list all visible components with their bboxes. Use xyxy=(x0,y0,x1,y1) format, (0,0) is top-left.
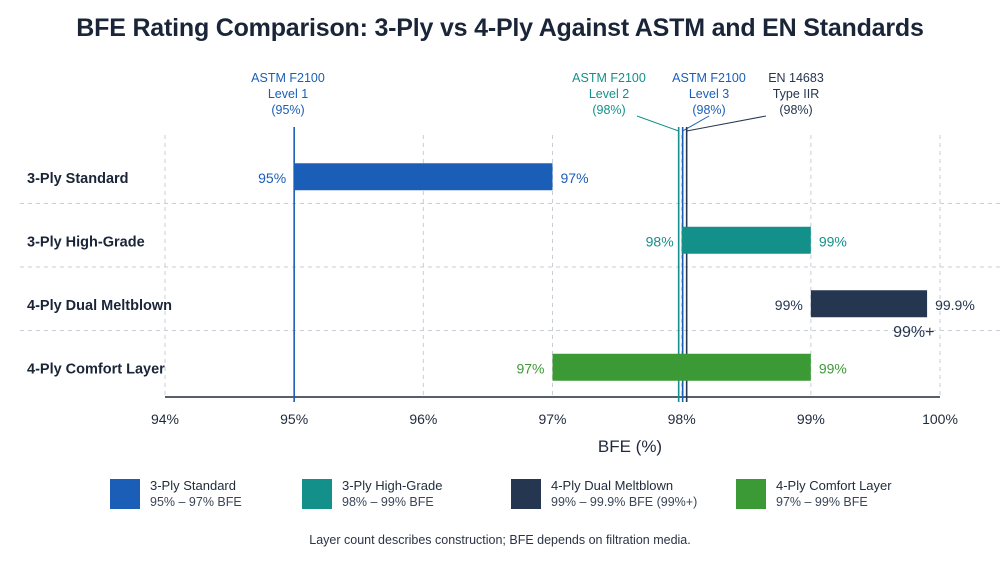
standard-label: (98%) xyxy=(592,103,625,117)
x-tick-label: 97% xyxy=(538,411,566,427)
category-label: 4-Ply Comfort Layer xyxy=(27,361,165,377)
chart-title: BFE Rating Comparison: 3-Ply vs 4-Ply Ag… xyxy=(76,14,924,42)
category-label: 4-Ply Dual Meltblown xyxy=(27,298,172,314)
bar-note-label: 99%+ xyxy=(893,324,934,341)
legend-swatch xyxy=(511,479,541,509)
x-tick-label: 100% xyxy=(922,411,958,427)
x-tick-label: 95% xyxy=(280,411,308,427)
bar-low-label: 98% xyxy=(646,233,674,249)
category-label: 3-Ply Standard xyxy=(27,171,129,187)
legend-name: 4-Ply Dual Meltblown xyxy=(551,478,674,493)
legend-range: 97% – 99% BFE xyxy=(776,495,868,509)
legend-name: 3-Ply Standard xyxy=(150,478,236,493)
bar-low-label: 97% xyxy=(516,360,544,376)
range-bar xyxy=(294,163,553,191)
standard-label: ASTM F2100 xyxy=(672,71,746,85)
x-axis-title: BFE (%) xyxy=(598,437,662,456)
standard-label: (95%) xyxy=(271,103,304,117)
legend-swatch xyxy=(302,479,332,509)
legend-name: 4-Ply Comfort Layer xyxy=(776,478,892,493)
standard-label: Type IIR xyxy=(773,87,820,101)
bar-high-label: 97% xyxy=(561,170,589,186)
range-bar xyxy=(810,290,928,318)
x-tick-label: 98% xyxy=(668,411,696,427)
standard-label: Level 1 xyxy=(268,87,308,101)
standard-label: (98%) xyxy=(779,103,812,117)
category-label: 3-Ply High-Grade xyxy=(27,234,145,250)
bar-high-label: 99.9% xyxy=(935,297,975,313)
legend-range: 95% – 97% BFE xyxy=(150,495,242,509)
standard-label: ASTM F2100 xyxy=(572,71,646,85)
standard-leader-line xyxy=(636,115,679,132)
bar-low-label: 99% xyxy=(775,297,803,313)
standard-label: (98%) xyxy=(692,103,725,117)
standard-label: EN 14683 xyxy=(768,71,824,85)
standard-leader-line xyxy=(686,115,767,132)
standard-label: ASTM F2100 xyxy=(251,71,325,85)
legend-range: 98% – 99% BFE xyxy=(342,495,434,509)
x-tick-label: 99% xyxy=(797,411,825,427)
bar-high-label: 99% xyxy=(819,360,847,376)
range-bar xyxy=(552,353,811,381)
legend-name: 3-Ply High-Grade xyxy=(342,478,443,493)
standard-label: Level 2 xyxy=(589,87,629,101)
bar-low-label: 95% xyxy=(258,170,286,186)
legend-range: 99% – 99.9% BFE (99%+) xyxy=(551,495,698,509)
legend-swatch xyxy=(110,479,140,509)
legend-swatch xyxy=(736,479,766,509)
range-bar xyxy=(681,226,811,254)
bar-high-label: 99% xyxy=(819,233,847,249)
x-tick-label: 96% xyxy=(409,411,437,427)
standard-label: Level 3 xyxy=(689,87,729,101)
footnote: Layer count describes construction; BFE … xyxy=(309,533,691,547)
x-tick-label: 94% xyxy=(151,411,179,427)
